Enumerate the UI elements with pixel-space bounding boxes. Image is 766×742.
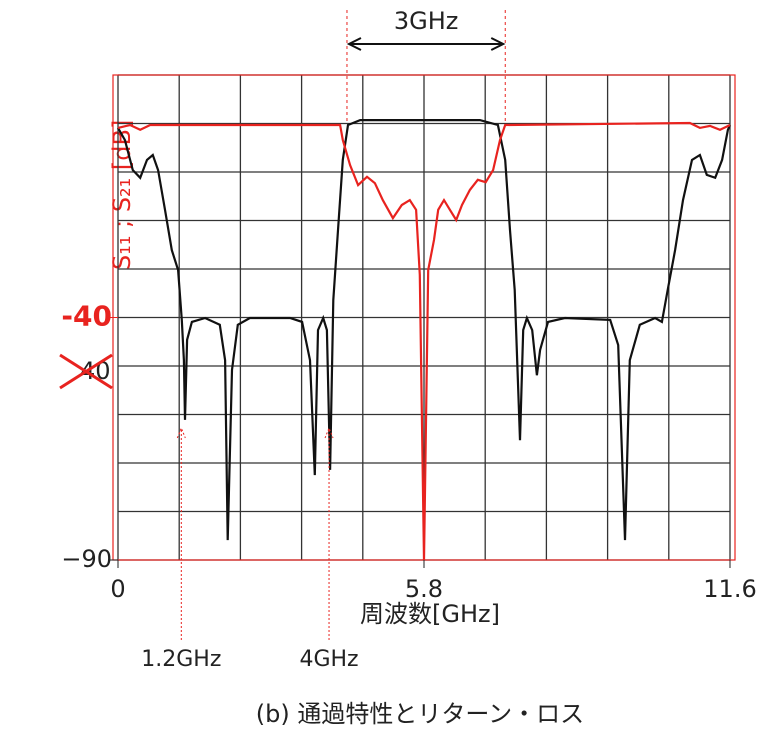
pointer-arrow [176,426,186,640]
y-tick-label: −90 [61,545,112,573]
bandwidth-arrow [346,37,506,51]
x-tick-label: 0 [110,575,125,603]
y-axis-label: S₁₁ ; S₂₁ [dB] [108,120,136,270]
pointer-arrow [324,426,334,640]
cross-out [59,353,113,390]
x-tick-label: 5.8 [405,575,443,603]
x-tick-label: 11.6 [703,575,756,603]
y-tick-label: -40 [61,300,112,333]
annotation: 1.2GHz [141,647,221,672]
x-axis-label: 周波数[GHz] [360,600,500,628]
series-line [117,119,732,541]
annotation: 4GHz [299,647,358,672]
series-line [117,121,731,561]
caption: (b) 通過特性とリターン・ロス [256,700,584,728]
annotation: 3GHz [394,7,459,35]
